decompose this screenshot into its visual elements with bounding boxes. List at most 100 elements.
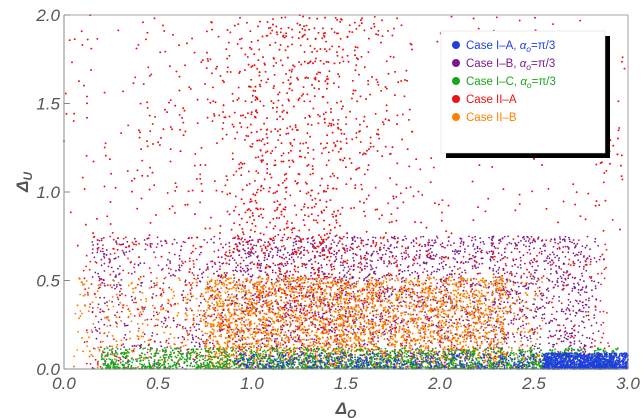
series-1-point (359, 266, 362, 269)
series-1-point (386, 338, 389, 340)
series-1-point (569, 240, 571, 243)
series-3-point (240, 166, 243, 169)
series-1-point (103, 323, 106, 326)
series-3-point (222, 122, 225, 124)
series-1-point (543, 268, 546, 271)
series-1-point (405, 311, 407, 313)
series-3-point (260, 128, 262, 131)
series-3-point (254, 194, 257, 197)
series-3-point (340, 254, 343, 257)
series-1-point (536, 347, 539, 350)
series-3-point (256, 191, 258, 194)
series-1-point (331, 330, 334, 333)
series-3-point (174, 190, 177, 192)
series-3-point (253, 219, 256, 221)
series-1-point (296, 282, 298, 284)
series-3-point (254, 180, 256, 182)
series-1-point (285, 307, 288, 310)
series-1-point (505, 264, 508, 267)
series-1-point (543, 317, 546, 320)
series-1-point (152, 293, 155, 295)
series-1-point (102, 278, 105, 281)
series-1-point (181, 325, 184, 328)
series-1-point (244, 252, 247, 255)
series-1-point (285, 345, 288, 348)
series-1-point (572, 305, 575, 308)
series-1-point (558, 330, 561, 333)
series-1-point (371, 267, 374, 270)
series-1-point (447, 326, 449, 329)
series-1-point (552, 343, 554, 346)
series-3-point (215, 189, 218, 192)
series-1-point (492, 269, 495, 272)
series-1-point (383, 330, 386, 333)
series-1-point (535, 311, 538, 313)
series-1-point (346, 272, 348, 274)
series-3-point (133, 177, 136, 180)
series-1-point (477, 329, 479, 332)
series-3-point (587, 192, 590, 195)
series-1-point (93, 256, 96, 259)
series-1-point (459, 250, 462, 253)
series-1-point (235, 266, 238, 269)
series-1-point (444, 338, 446, 340)
series-3-point (261, 216, 264, 219)
series-1-point (309, 242, 312, 245)
series-3-point (339, 38, 342, 40)
series-1-point (568, 345, 571, 348)
series-3-point (286, 220, 289, 223)
series-1-point (110, 266, 113, 269)
series-3-point (342, 159, 344, 162)
series-1-point (536, 327, 539, 329)
series-3-point (287, 236, 290, 239)
series-1-point (365, 243, 368, 246)
series-1-point (466, 316, 469, 318)
series-1-point (345, 276, 348, 278)
series-3-point (321, 254, 324, 257)
series-1-point (560, 340, 563, 343)
series-1-point (260, 239, 263, 242)
series-1-point (224, 243, 227, 246)
series-1-point (515, 293, 518, 296)
series-3-point (328, 151, 330, 154)
series-3-point (495, 16, 498, 19)
series-1-point (160, 345, 163, 348)
series-3-point (375, 242, 378, 244)
series-1-point (212, 348, 215, 351)
series-3-point (331, 131, 334, 134)
series-3-point (306, 238, 309, 240)
series-1-point (404, 247, 407, 250)
series-3-point (349, 246, 352, 249)
series-3-point (240, 126, 243, 128)
series-3-point (271, 305, 274, 308)
series-1-point (126, 240, 129, 243)
series-1-point (556, 247, 559, 250)
series-1-point (101, 247, 104, 250)
series-1-point (325, 245, 328, 247)
series-1-point (440, 258, 443, 260)
series-1-point (562, 262, 565, 265)
series-1-point (577, 282, 579, 284)
series-1-point (140, 313, 143, 316)
series-3-point (248, 183, 251, 185)
series-1-point (92, 244, 94, 246)
series-1-point (415, 250, 418, 253)
series-1-point (99, 250, 102, 253)
series-1-point (515, 258, 518, 261)
series-3-point (274, 191, 277, 194)
series-3-point (595, 200, 598, 203)
series-1-point (243, 269, 245, 272)
series-3-point (333, 277, 336, 280)
series-1-point (473, 256, 476, 259)
series-1-point (527, 339, 529, 342)
series-1-point (472, 245, 475, 247)
series-3-point (216, 142, 218, 145)
series-1-point (165, 264, 168, 266)
series-1-point (488, 250, 491, 253)
series-1-point (529, 242, 532, 245)
series-1-point (246, 328, 249, 331)
series-3-point (547, 188, 550, 190)
series-1-point (345, 279, 348, 282)
series-3-point (140, 148, 143, 151)
series-1-point (102, 253, 105, 255)
